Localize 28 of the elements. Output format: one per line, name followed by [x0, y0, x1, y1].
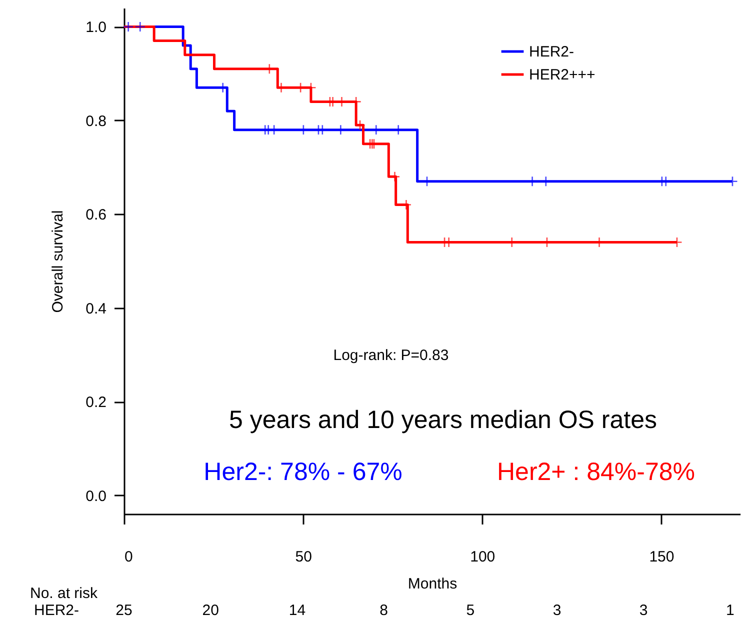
x-tick-label: 150: [649, 548, 674, 566]
y-tick-label: 0.6: [86, 206, 106, 224]
legend-label: HER2-: [529, 44, 574, 60]
annotation: Log-rank: P=0.83: [333, 347, 449, 364]
text: No. at risk: [30, 585, 98, 602]
text: 1: [726, 602, 734, 619]
y-tick-label: 1.0: [86, 19, 106, 36]
y-tick-label: 0.8: [86, 112, 106, 130]
x-tick-label: 50: [295, 548, 312, 566]
annotation: Her2+ : 84%-78%: [496, 458, 696, 486]
x-tick-label: 0: [124, 548, 133, 566]
text: 14: [288, 602, 306, 619]
y-axis-title: Overall survival: [50, 210, 67, 313]
text: 3: [552, 602, 562, 619]
text: 25: [116, 602, 132, 619]
y-tick-label: 0.4: [86, 300, 106, 318]
text: 3: [639, 602, 648, 619]
text: 8: [380, 602, 388, 619]
x-tick-label: 100: [470, 548, 496, 566]
y-tick-label: 0.0: [86, 488, 106, 505]
x-axis-title: Months: [408, 576, 458, 592]
text: HER2-: [34, 602, 80, 619]
y-tick-label: 0.2: [86, 394, 106, 412]
text: 5: [466, 602, 475, 619]
text: 20: [202, 602, 219, 619]
annotation: Her2-: 78% - 67%: [204, 458, 402, 486]
annotation: 5 years and 10 years median OS rates: [228, 406, 658, 434]
legend-label: HER2+++: [529, 66, 596, 84]
